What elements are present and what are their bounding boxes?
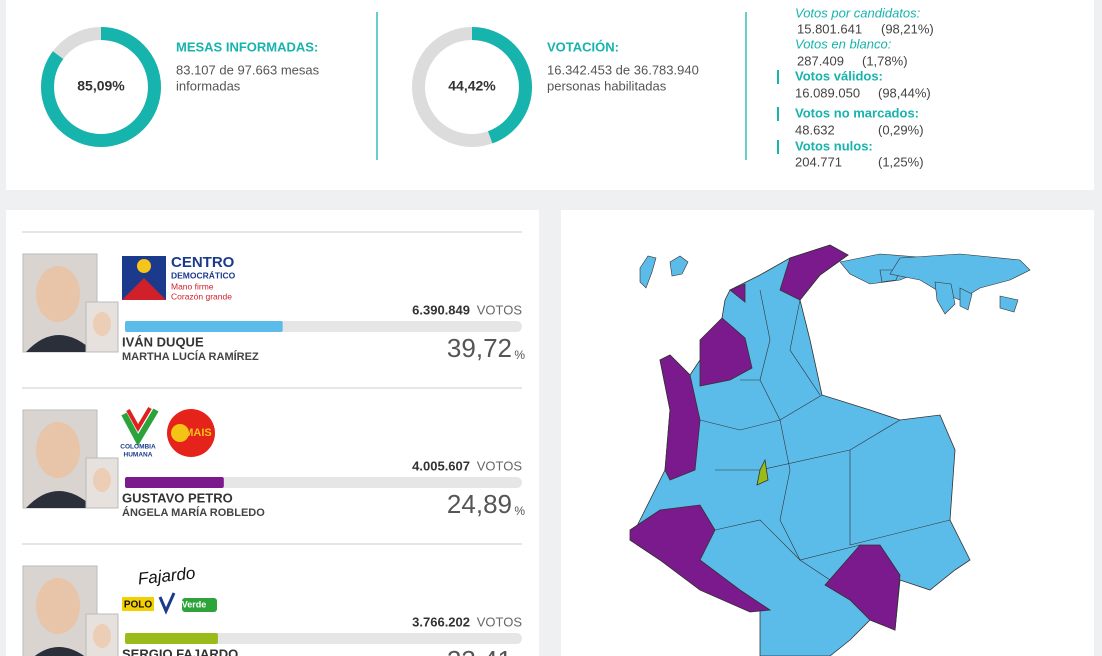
breakdown-share: (98,21%) xyxy=(881,21,934,36)
accent-bar xyxy=(777,70,779,84)
breakdown-share: (1,78%) xyxy=(862,53,908,68)
logo-text: MAIS xyxy=(184,427,212,439)
running-mate: MARTHA LUCÍA RAMÍREZ xyxy=(122,350,259,363)
share-unit: % xyxy=(514,348,525,362)
share-unit: % xyxy=(514,504,525,518)
share-track xyxy=(125,633,522,644)
stat-line: 16.342.453 de 36.783.940 xyxy=(547,62,699,77)
logo-mark xyxy=(182,598,217,612)
logo-mark xyxy=(122,278,166,300)
logo-text: Verde xyxy=(182,599,207,609)
share-bar xyxy=(125,321,283,332)
share-bar xyxy=(125,633,218,644)
donut-label: 85,09% xyxy=(77,78,125,94)
logo-text: Corazón grande xyxy=(171,291,232,301)
candidate-name: SERGIO FAJARDO xyxy=(122,646,238,656)
logo-mark xyxy=(167,409,215,457)
logo-text: HUMANA xyxy=(124,452,153,459)
breakdown-label: Votos nulos: xyxy=(795,138,873,153)
breakdown-count: 15.801.641 xyxy=(797,21,862,36)
running-mate: ÁNGELA MARÍA ROBLEDO xyxy=(122,506,265,519)
breakdown-label: Votos válidos: xyxy=(795,68,883,83)
votes-count: 4.005.607 xyxy=(412,458,470,473)
share-label: 24,89 xyxy=(447,489,512,519)
logo-text: Mano firme xyxy=(171,281,214,291)
stat-title: MESAS INFORMADAS: xyxy=(176,39,318,54)
breakdown-count: 287.409 xyxy=(797,53,844,68)
candidate-name: IVÁN DUQUE xyxy=(122,334,204,349)
breakdown-count: 16.089.050 xyxy=(795,85,860,100)
stat-line: informadas xyxy=(176,78,241,93)
logo-text: POLO xyxy=(124,600,153,611)
share-bar xyxy=(125,477,224,488)
accent-bar xyxy=(777,140,779,154)
colombia-map xyxy=(629,244,971,656)
share-track xyxy=(125,477,522,488)
votes-unit: VOTOS xyxy=(477,614,523,629)
logo-mark xyxy=(121,408,159,447)
candidate-suit xyxy=(35,647,85,656)
logo-mark xyxy=(171,424,189,442)
logo-mark xyxy=(137,259,151,273)
logo-text: COLOMBIA xyxy=(120,444,156,451)
breakdown-share: (0,29%) xyxy=(878,122,924,137)
votes-count: 6.390.849 xyxy=(412,302,470,317)
logo-text: DEMOCRÁTICO xyxy=(171,270,236,280)
vote-breakdown: Votos por candidatos:15.801.641 (98,21%)V… xyxy=(777,5,934,169)
share-label: 23,41 xyxy=(447,645,512,656)
world-minimap xyxy=(639,253,1031,315)
candidate-face xyxy=(36,578,80,634)
stat-title: VOTACIÓN: xyxy=(547,39,619,54)
breakdown-count: 204.771 xyxy=(795,154,842,169)
candidate-name: GUSTAVO PETRO xyxy=(122,490,233,505)
candidate-face xyxy=(36,422,80,478)
votes-unit: VOTOS xyxy=(477,458,523,473)
logo-text: CENTRO xyxy=(171,254,235,271)
votes-count: 3.766.202 xyxy=(412,614,470,629)
donut-arc xyxy=(412,27,532,147)
donut-arc xyxy=(41,27,161,147)
candidate-suit xyxy=(26,335,94,352)
logo-mark xyxy=(126,406,152,432)
breakdown-count: 48.632 xyxy=(795,122,835,137)
mate-face xyxy=(93,312,111,336)
candidate-suit xyxy=(26,491,94,508)
breakdown-label: Votos por candidatos: xyxy=(795,5,921,20)
summary-panel xyxy=(6,0,1094,190)
breakdown-label: Votos en blanco: xyxy=(795,36,892,51)
votes-unit: VOTOS xyxy=(477,302,523,317)
logo-mark xyxy=(158,592,176,615)
logo-mark xyxy=(122,597,154,611)
breakdown-label: Votos no marcados: xyxy=(795,105,919,120)
mate-face xyxy=(93,624,111,648)
stat-line: 83.107 de 97.663 mesas xyxy=(176,62,320,77)
candidate-face xyxy=(36,266,80,322)
mate-face xyxy=(93,468,111,492)
share-label: 39,72 xyxy=(447,333,512,363)
donut-label: 44,42% xyxy=(448,78,496,94)
breakdown-share: (98,44%) xyxy=(878,85,931,100)
stat-line: personas habilitadas xyxy=(547,78,667,93)
accent-bar xyxy=(777,107,779,121)
donuts: 85,09% 44,42% xyxy=(41,27,532,147)
breakdown-share: (1,25%) xyxy=(878,154,924,169)
